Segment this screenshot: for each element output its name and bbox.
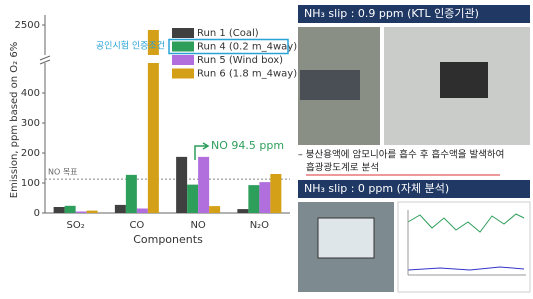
x-tick-label: N₂O — [250, 220, 269, 231]
bar — [114, 204, 126, 213]
y-tick-label: 0 — [34, 208, 40, 219]
bar — [176, 156, 188, 213]
y-tick-label: 400 — [21, 88, 40, 99]
x-tick-label: SO₂ — [67, 220, 85, 231]
y-tick-label: 300 — [21, 118, 40, 129]
caption: – 붕산용액에 암모니아를 흡수 후 흡수액을 발색하여 — [298, 149, 504, 161]
bar — [248, 185, 260, 213]
annotation: NO 94.5 ppm — [211, 139, 284, 152]
panel-header: NH₃ slip : 0.9 ppm (KTL 인증기관) — [304, 7, 479, 20]
y-tick-label: 2500 — [15, 20, 40, 31]
axis-break — [39, 55, 51, 65]
bar — [237, 209, 249, 213]
photo-detail — [317, 217, 375, 259]
bar — [75, 211, 87, 213]
x-axis-label: Components — [133, 233, 203, 246]
bar — [209, 206, 221, 213]
bar — [125, 174, 137, 213]
bar — [198, 156, 210, 213]
panel-header: NH₃ slip : 0 ppm (자체 분석) — [304, 182, 449, 195]
legend-label: Run 1 (Coal) — [197, 28, 259, 39]
x-tick-label: CO — [129, 220, 144, 231]
bar — [259, 182, 271, 213]
header-bar — [298, 180, 530, 198]
reference-label: NO 목표 — [48, 168, 78, 177]
bar — [86, 210, 98, 213]
bar — [136, 208, 148, 213]
photo-detail — [300, 70, 360, 100]
legend-swatch — [172, 28, 194, 38]
header-bar — [298, 5, 530, 23]
image-line — [407, 266, 525, 271]
image-chart — [397, 201, 531, 293]
x-tick-label: NO — [190, 220, 205, 231]
bar — [187, 184, 199, 213]
bar — [64, 205, 76, 213]
legend-swatch — [172, 55, 194, 65]
bar — [270, 174, 282, 213]
y-axis-label: Emission, ppm based on O₂ 6% — [9, 42, 20, 198]
legend-label: Run 5 (Wind box) — [197, 55, 283, 66]
bar — [53, 207, 65, 213]
bar — [147, 30, 159, 213]
photo-detail — [440, 62, 488, 98]
caption: 흡광광도계로 분석 — [306, 162, 379, 174]
annotation-arrow — [194, 142, 210, 160]
legend-highlight — [168, 38, 289, 55]
image-line — [407, 213, 525, 233]
legend-swatch — [172, 68, 194, 79]
y-tick-label: 200 — [21, 148, 40, 159]
legend-swatch — [172, 41, 194, 52]
legend-label: Run 6 (1.8 m_4way) — [197, 69, 297, 80]
legend-note: 공인시험 인증조건 — [96, 41, 165, 52]
y-tick-label: 100 — [21, 178, 40, 189]
legend-label: Run 4 (0.2 m_4way) — [197, 42, 297, 53]
